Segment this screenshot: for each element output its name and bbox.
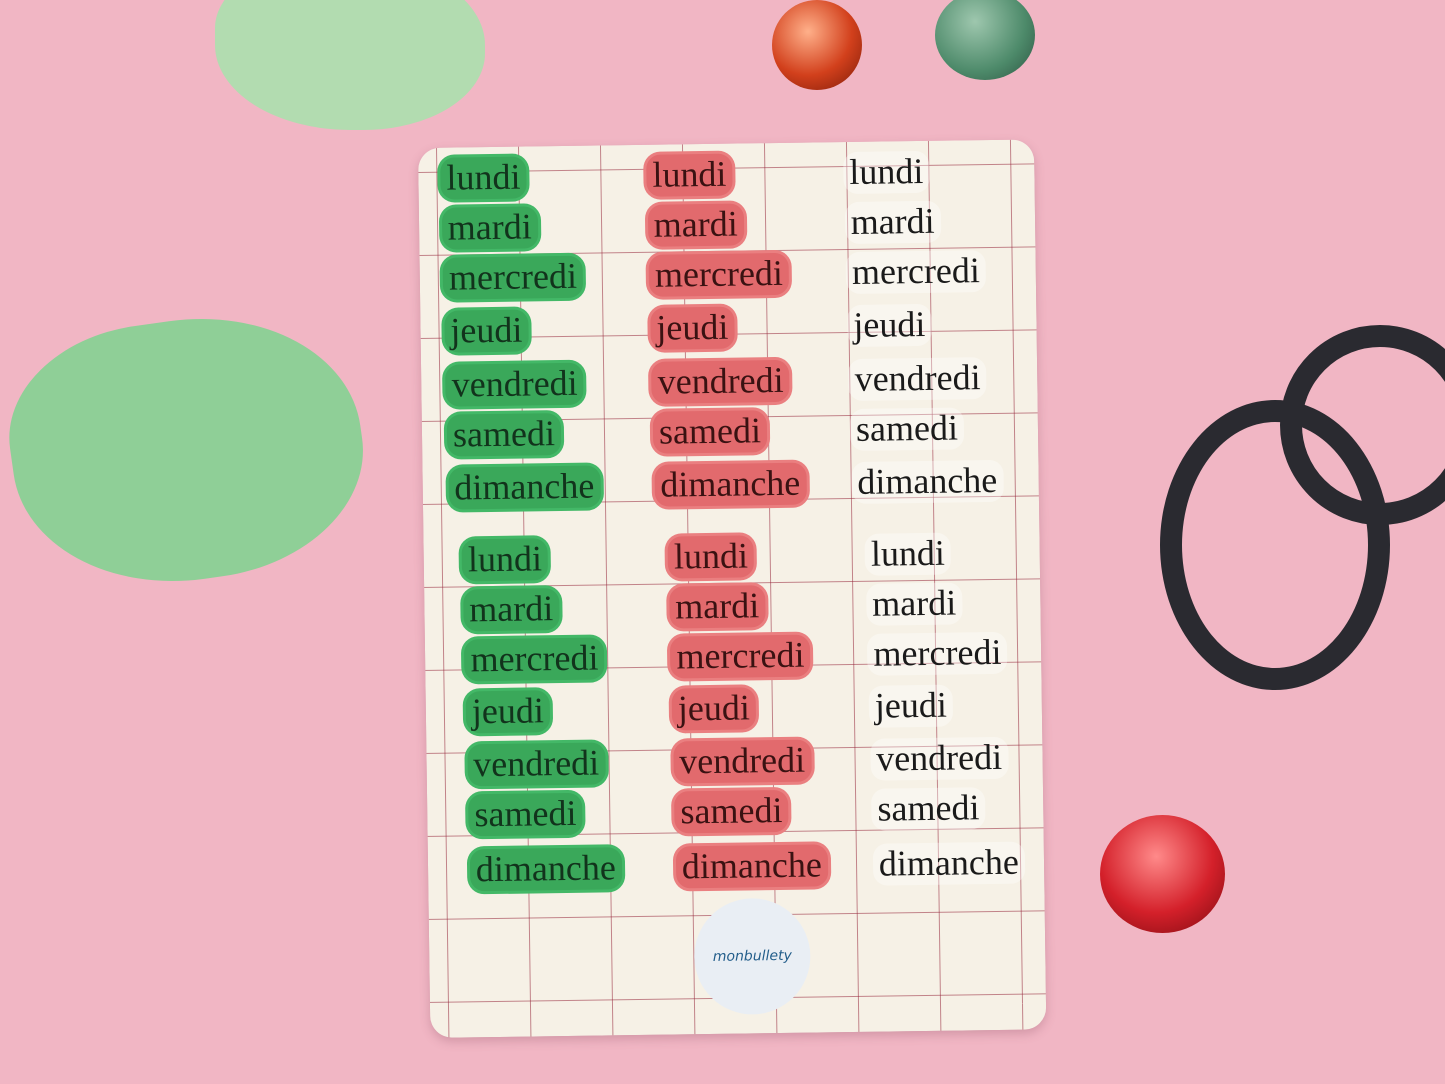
green-sticker-lundi: lundi bbox=[461, 538, 549, 582]
green-sticker-samedi: samedi bbox=[468, 792, 583, 837]
brand-logo: monbullety bbox=[693, 897, 812, 1016]
red-sticker-samedi: samedi bbox=[652, 410, 768, 454]
red-sticker-mercredi: mercredi bbox=[648, 252, 790, 297]
red-sticker-jeudi: jeudi bbox=[671, 687, 757, 731]
orange-ornament bbox=[772, 0, 862, 90]
red-sticker-mercredi: mercredi bbox=[670, 634, 811, 679]
red-glitter-ornament bbox=[1100, 815, 1225, 933]
green-sticker-jeudi: jeudi bbox=[465, 690, 551, 734]
red-sticker-jeudi: jeudi bbox=[650, 306, 735, 350]
green-ceramic-tree-top bbox=[215, 0, 485, 130]
red-sticker-dimanche: dimanche bbox=[675, 844, 829, 889]
red-sticker-samedi: samedi bbox=[674, 789, 789, 834]
green-sticker-samedi: samedi bbox=[446, 413, 562, 457]
green-sticker-dimanche: dimanche bbox=[448, 465, 601, 510]
clear-sticker-lundi: lundi bbox=[864, 532, 952, 576]
green-sticker-lundi: lundi bbox=[440, 156, 527, 200]
clear-sticker-vendredi: vendredi bbox=[848, 357, 987, 402]
red-sticker-lundi: lundi bbox=[667, 535, 755, 579]
red-sticker-vendredi: vendredi bbox=[651, 359, 790, 404]
clear-sticker-jeudi: jeudi bbox=[847, 303, 932, 348]
clear-sticker-dimanche: dimanche bbox=[872, 841, 1026, 886]
red-sticker-vendredi: vendredi bbox=[672, 739, 812, 784]
green-sticker-mercredi: mercredi bbox=[464, 637, 605, 682]
clear-sticker-vendredi: vendredi bbox=[869, 736, 1009, 781]
green-ornament bbox=[935, 0, 1035, 80]
clear-sticker-mercredi: mercredi bbox=[845, 250, 987, 295]
red-sticker-lundi: lundi bbox=[646, 153, 733, 197]
clear-sticker-jeudi: jeudi bbox=[868, 684, 954, 728]
green-sticker-jeudi: jeudi bbox=[444, 309, 529, 353]
clear-sticker-samedi: samedi bbox=[849, 407, 965, 451]
clear-sticker-samedi: samedi bbox=[871, 787, 986, 831]
clear-sticker-dimanche: dimanche bbox=[851, 459, 1004, 504]
red-sticker-mardi: mardi bbox=[647, 203, 744, 247]
green-sticker-dimanche: dimanche bbox=[469, 847, 623, 892]
green-ceramic-tree bbox=[0, 296, 379, 604]
clear-sticker-mercredi: mercredi bbox=[867, 631, 1008, 676]
green-sticker-mardi: mardi bbox=[462, 588, 560, 632]
green-sticker-mercredi: mercredi bbox=[442, 255, 584, 300]
clear-sticker-lundi: lundi bbox=[843, 150, 930, 195]
green-sticker-vendredi: vendredi bbox=[466, 742, 606, 787]
sticker-sheet: monbullety lundi mardi mercredi jeudi vendre… bbox=[418, 139, 1047, 1038]
red-sticker-dimanche: dimanche bbox=[654, 462, 807, 507]
clear-sticker-mardi: mardi bbox=[865, 582, 963, 626]
logo-text: monbullety bbox=[712, 947, 792, 965]
red-sticker-mardi: mardi bbox=[668, 585, 766, 629]
green-sticker-vendredi: vendredi bbox=[445, 362, 584, 407]
green-sticker-mardi: mardi bbox=[441, 206, 538, 250]
clear-sticker-mardi: mardi bbox=[844, 200, 941, 245]
